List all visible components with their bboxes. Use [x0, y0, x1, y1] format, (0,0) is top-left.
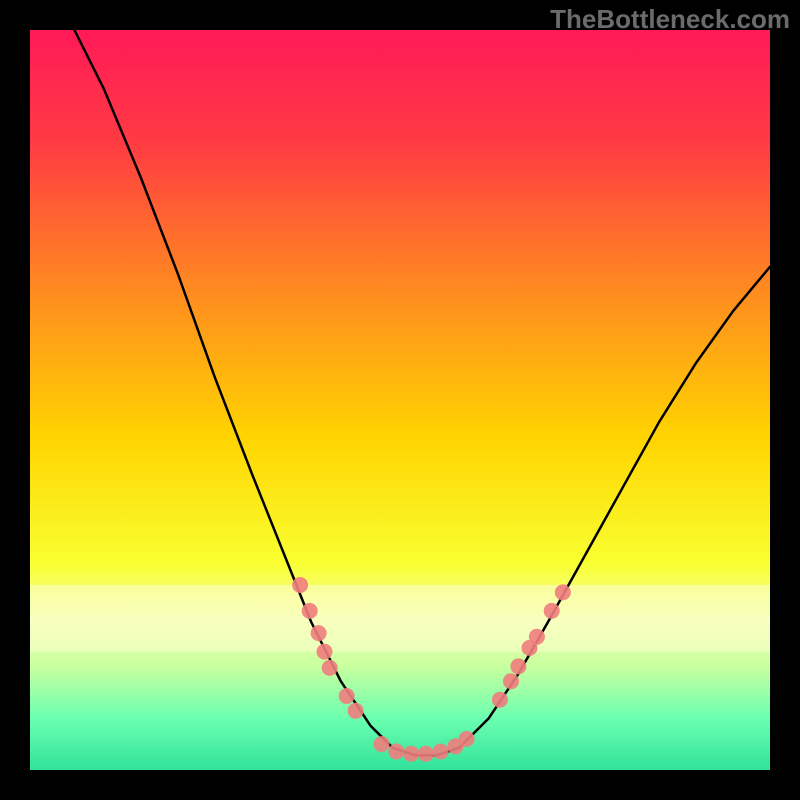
marker-dot [544, 603, 560, 619]
pale-band [30, 585, 770, 652]
marker-dot [292, 577, 308, 593]
marker-dot [348, 703, 364, 719]
marker-dot [339, 688, 355, 704]
marker-dot [388, 744, 404, 760]
marker-dot [529, 629, 545, 645]
marker-dot [403, 746, 419, 762]
marker-dot [503, 673, 519, 689]
bottleneck-chart [30, 30, 770, 770]
gradient-background [30, 30, 770, 770]
marker-dot [374, 736, 390, 752]
marker-dot [317, 644, 333, 660]
marker-dot [418, 746, 434, 762]
marker-dot [302, 603, 318, 619]
marker-dot [492, 692, 508, 708]
marker-dot [459, 731, 475, 747]
marker-dot [311, 625, 327, 641]
marker-dot [510, 658, 526, 674]
marker-dot [322, 660, 338, 676]
watermark-text: TheBottleneck.com [550, 4, 790, 35]
marker-dot [555, 584, 571, 600]
marker-dot [433, 744, 449, 760]
